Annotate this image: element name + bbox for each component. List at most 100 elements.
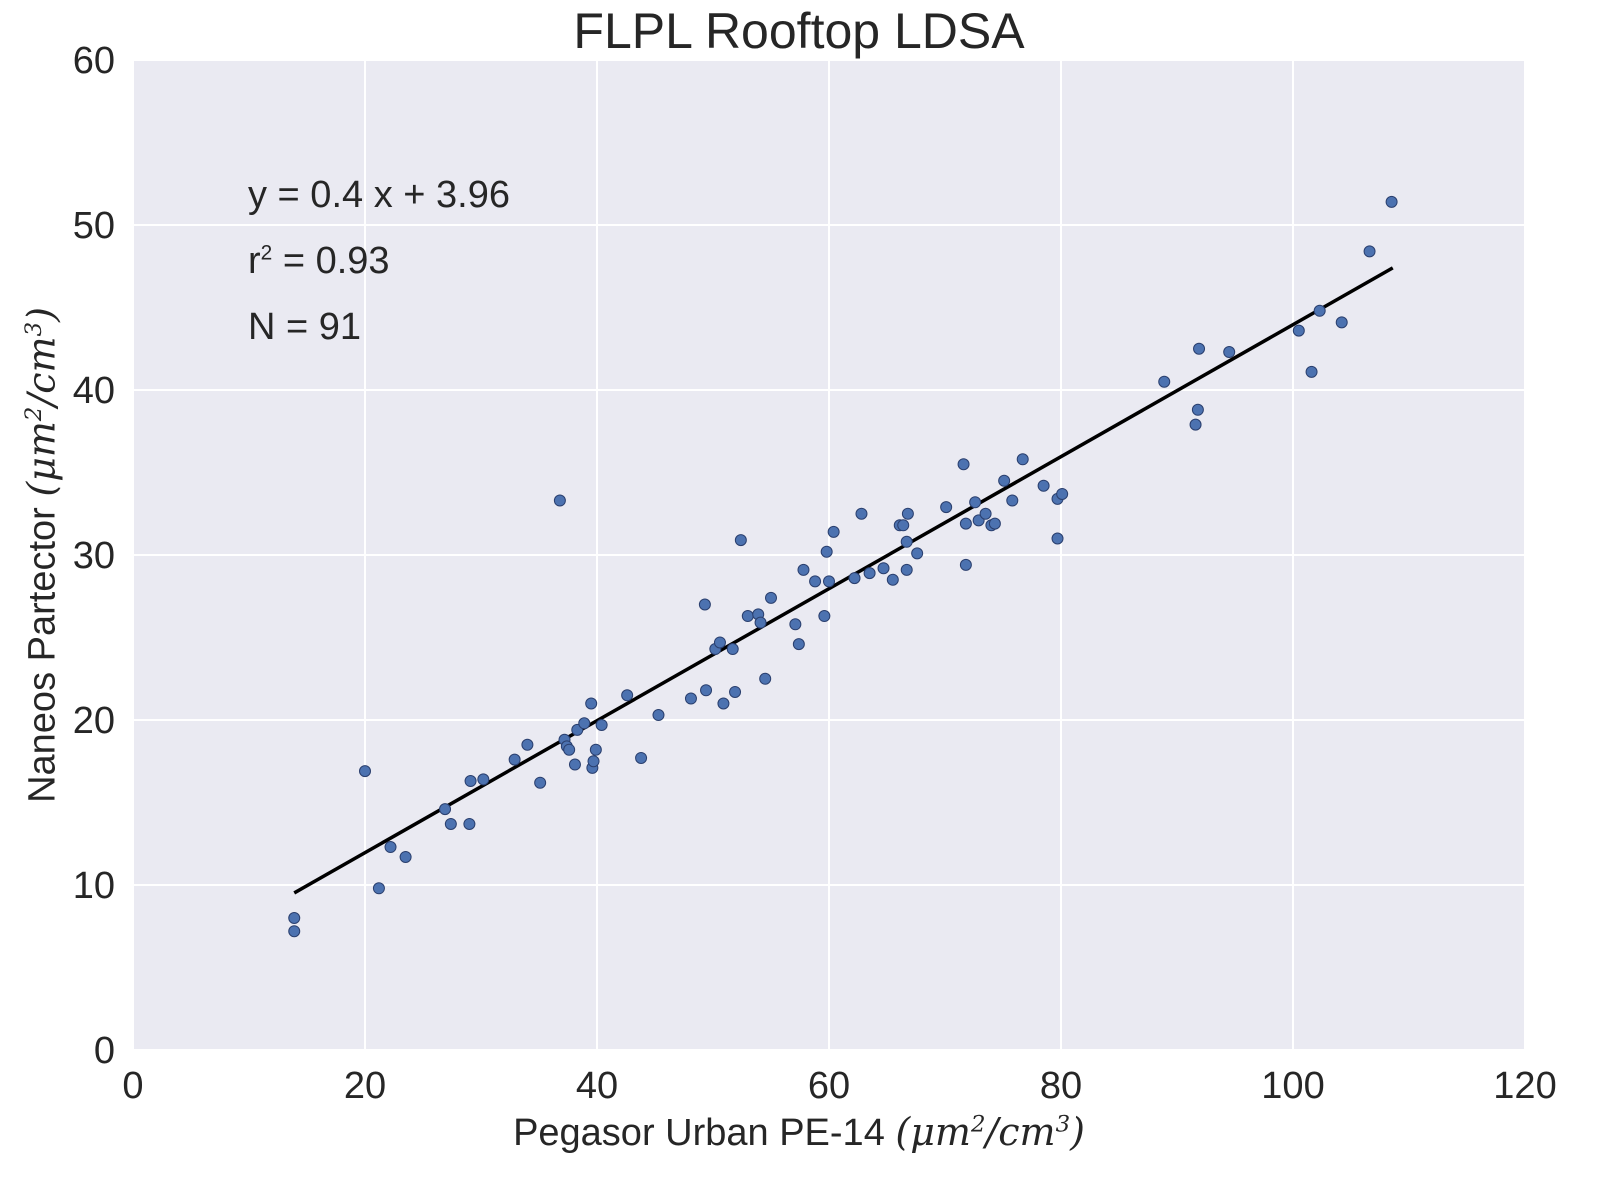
x-axis-label: Pegasor Urban PE-14 (μm2/cm3) [0, 1110, 1598, 1155]
data-point [969, 496, 982, 509]
data-point [553, 494, 566, 507]
x-tick-label: 60 [808, 1065, 850, 1107]
data-point [827, 525, 840, 538]
data-point [1292, 324, 1305, 337]
data-point [911, 547, 924, 560]
data-point [900, 535, 913, 548]
data-point [959, 517, 972, 530]
data-point [789, 618, 802, 631]
x-axis-unit: (μm2/cm3) [895, 1110, 1085, 1154]
data-point [1385, 195, 1398, 208]
data-point [587, 755, 600, 768]
regression-line [293, 266, 1394, 895]
data-point [288, 925, 301, 938]
data-point [1051, 532, 1064, 545]
data-point [820, 545, 833, 558]
y-tick-label: 50 [73, 205, 115, 247]
data-point [359, 765, 371, 778]
data-point [534, 776, 547, 789]
data-point [754, 616, 767, 629]
tick-labels: 0 20 40 60 80 100 120 0 10 20 30 40 50 60 [73, 40, 1557, 1107]
y-tick-label: 10 [73, 865, 115, 907]
r-superscript: 2 [260, 241, 273, 265]
data-point [818, 610, 831, 623]
y-tick-label: 40 [73, 370, 115, 412]
data-point [957, 458, 970, 471]
data-point [1158, 375, 1171, 388]
data-point [863, 567, 876, 580]
x-tick-label: 100 [1261, 1065, 1324, 1107]
data-point [1056, 487, 1069, 500]
x-axis-label-text: Pegasor Urban PE-14 [513, 1112, 885, 1154]
y-axis-label-text: Naneos Partector [21, 507, 64, 803]
y-axis-unit: (μm2/cm3) [19, 307, 64, 497]
data-point [901, 507, 914, 520]
r-squared-annotation: r2 = 0.93 [248, 240, 390, 283]
data-point [900, 563, 913, 576]
equation-annotation: y = 0.4 x + 3.96 [248, 174, 510, 216]
data-point [717, 697, 730, 710]
data-point [759, 672, 772, 685]
data-point [568, 758, 581, 771]
x-tick-label: 0 [122, 1065, 143, 1107]
y-tick-label: 30 [73, 535, 115, 577]
data-point [698, 598, 711, 611]
x-tick-label: 40 [576, 1065, 618, 1107]
data-point [1193, 342, 1206, 355]
r-label: r [248, 240, 261, 282]
data-point [1006, 494, 1019, 507]
data-point [1335, 316, 1348, 329]
data-point [384, 841, 397, 854]
data-point [477, 773, 490, 786]
data-point [765, 591, 777, 604]
x-tick-label: 20 [344, 1065, 386, 1107]
data-points [288, 195, 1398, 938]
data-point [288, 912, 301, 924]
data-point [886, 573, 899, 586]
data-point [809, 575, 822, 588]
data-point [979, 507, 992, 520]
y-tick-label: 20 [73, 700, 115, 742]
data-point [585, 697, 598, 710]
data-point [621, 689, 634, 702]
n-annotation: N = 91 [248, 306, 362, 348]
data-point [877, 562, 890, 575]
data-point [1313, 304, 1326, 317]
data-point [741, 610, 754, 623]
data-point [959, 558, 972, 571]
x-tick-label: 120 [1493, 1065, 1556, 1107]
data-point [1016, 453, 1029, 466]
data-point [1189, 418, 1202, 431]
data-point [463, 817, 476, 830]
data-point [855, 507, 868, 520]
data-point [998, 474, 1011, 487]
data-point [595, 718, 608, 731]
data-point [1037, 479, 1050, 492]
x-tick-label: 80 [1040, 1065, 1082, 1107]
r-value: = 0.93 [272, 240, 390, 282]
data-point [521, 738, 534, 751]
chart-title: FLPL Rooftop LDSA [573, 3, 1025, 59]
data-point [444, 817, 457, 830]
data-point [1191, 403, 1204, 416]
data-point [823, 575, 835, 588]
data-point [1305, 365, 1318, 378]
data-point [713, 636, 726, 649]
data-point [635, 751, 648, 764]
data-point [848, 572, 861, 585]
data-point [589, 743, 602, 756]
data-point [578, 717, 591, 730]
data-point [797, 563, 810, 576]
data-point [439, 803, 452, 816]
data-point [792, 638, 805, 651]
data-point [652, 709, 665, 722]
data-point [1223, 346, 1236, 359]
data-point [1363, 245, 1376, 258]
data-point [734, 534, 747, 547]
data-point [684, 692, 697, 705]
data-point [563, 743, 576, 756]
data-point [988, 517, 1001, 530]
data-point [940, 501, 953, 514]
data-point [700, 684, 713, 697]
